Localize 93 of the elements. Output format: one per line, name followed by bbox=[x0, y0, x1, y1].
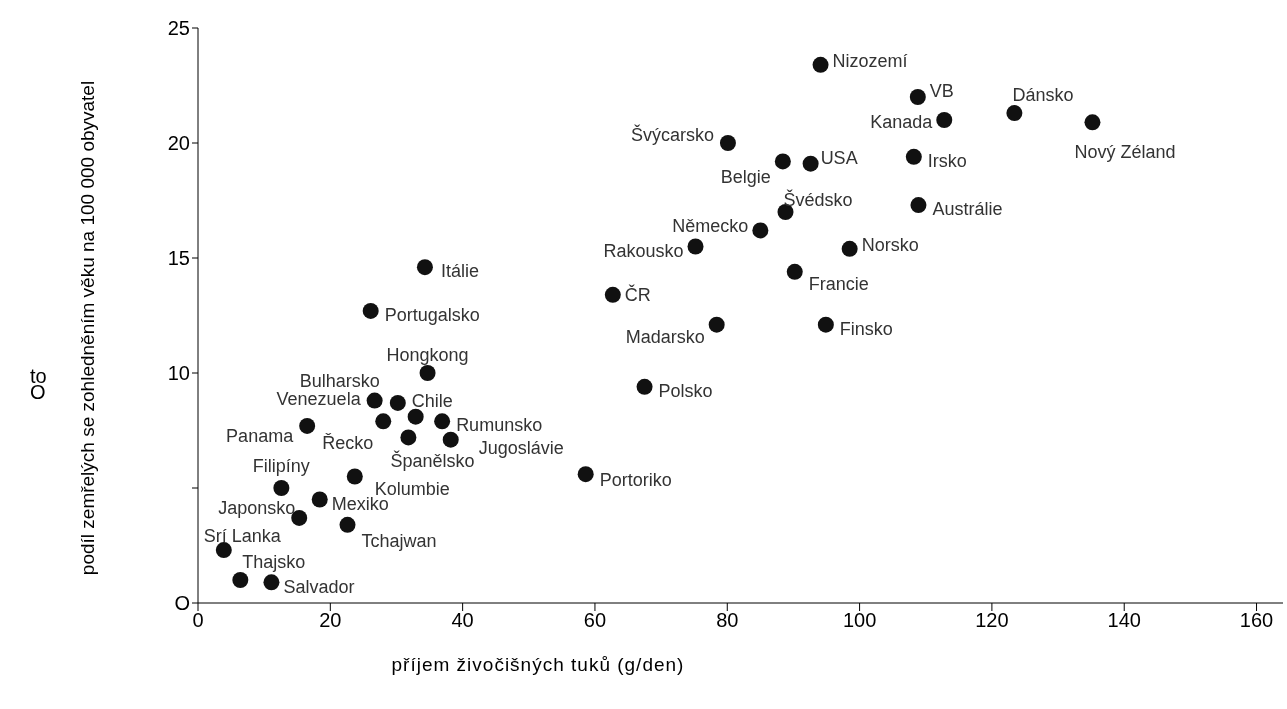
point bbox=[263, 574, 280, 591]
point bbox=[299, 417, 316, 434]
annotation: Hongkong bbox=[386, 345, 469, 365]
y-tick-label: 15 bbox=[167, 247, 190, 270]
annotation: Švýcarsko bbox=[630, 124, 714, 145]
point bbox=[273, 480, 290, 496]
y-tick-label: O bbox=[174, 592, 190, 615]
annotation: USA bbox=[820, 147, 858, 168]
x-tick-label: 140 bbox=[1107, 609, 1141, 632]
point bbox=[817, 316, 834, 333]
annotation: Norsko bbox=[861, 234, 919, 255]
annotation: Salvador bbox=[283, 577, 355, 598]
annotation: Bulharsko bbox=[299, 370, 380, 391]
point bbox=[442, 431, 459, 448]
annotation: Portugalsko bbox=[384, 304, 480, 325]
point bbox=[400, 429, 417, 446]
point bbox=[636, 378, 653, 395]
point bbox=[777, 204, 794, 220]
annotation: Madarsko bbox=[625, 326, 705, 347]
point bbox=[786, 263, 803, 280]
point bbox=[802, 155, 819, 172]
point bbox=[419, 365, 436, 381]
x-tick-label: 120 bbox=[975, 609, 1009, 632]
annotation: Francie bbox=[808, 273, 869, 294]
x-tick-label: 80 bbox=[716, 609, 739, 632]
annotation: Rumunsko bbox=[456, 415, 543, 436]
annotation: Nový Zéland bbox=[1074, 142, 1176, 163]
point bbox=[1006, 105, 1023, 122]
point bbox=[841, 240, 858, 257]
annotation: Kolumbie bbox=[374, 478, 450, 499]
point bbox=[604, 286, 621, 303]
annotation: Řecko bbox=[322, 433, 374, 454]
point bbox=[407, 408, 424, 425]
point bbox=[339, 516, 356, 533]
point bbox=[577, 466, 594, 483]
point bbox=[936, 112, 953, 128]
annotation: Německo bbox=[672, 216, 749, 237]
annotation: Tchajwan bbox=[361, 530, 437, 551]
annotation: Jugoslávie bbox=[478, 437, 564, 458]
annotation: Švédsko bbox=[783, 189, 853, 210]
point bbox=[752, 222, 769, 239]
point bbox=[389, 394, 406, 411]
point bbox=[434, 413, 451, 430]
point bbox=[910, 197, 927, 214]
point bbox=[346, 468, 363, 485]
annotation: Srí Lanka bbox=[203, 526, 282, 547]
point bbox=[311, 491, 328, 508]
annotation: Thajsko bbox=[242, 552, 306, 572]
x-tick-label: 100 bbox=[842, 609, 877, 632]
annotation: Filipíny bbox=[252, 456, 310, 476]
y-axis-title: podíl zemřelých se zohledněním věku na 100 000 obyvatel bbox=[77, 80, 99, 576]
annotation: Japonsko bbox=[218, 497, 296, 518]
annotation: Portoriko bbox=[599, 470, 672, 491]
x-tick-label: 160 bbox=[1239, 609, 1274, 632]
point bbox=[909, 89, 926, 105]
annotation: Polsko bbox=[658, 380, 713, 401]
annotation: Venezuela bbox=[276, 388, 362, 409]
annotation: Nizozemí bbox=[832, 50, 908, 71]
point bbox=[687, 238, 704, 255]
annotation: VB bbox=[929, 81, 954, 101]
point bbox=[708, 316, 725, 333]
annotation: ČR bbox=[624, 283, 651, 305]
annotation: Rakousko bbox=[603, 240, 684, 261]
y-tick-label: 10 bbox=[167, 362, 190, 385]
point bbox=[1084, 114, 1101, 131]
x-tick-label: 60 bbox=[583, 609, 607, 632]
point bbox=[719, 135, 736, 151]
point bbox=[366, 392, 383, 409]
annotation: Belgie bbox=[720, 167, 771, 188]
x-axis-title: příjem živočišných tuků (g/den) bbox=[390, 654, 686, 676]
annotation: Chile bbox=[411, 390, 453, 411]
y-tick-label: 20 bbox=[167, 132, 190, 155]
point bbox=[362, 302, 379, 319]
annotation: Dánsko bbox=[1012, 85, 1074, 106]
annotation: Finsko bbox=[839, 318, 893, 339]
text: to O bbox=[30, 365, 48, 403]
point bbox=[812, 56, 829, 73]
annotation: Itálie bbox=[440, 261, 479, 282]
annotation: Austrálie bbox=[932, 199, 1003, 220]
annotation: Panama bbox=[226, 425, 295, 446]
point bbox=[416, 259, 433, 276]
x-tick-label: 40 bbox=[451, 609, 474, 632]
annotation: Španělsko bbox=[390, 450, 475, 472]
point bbox=[774, 153, 791, 170]
point bbox=[215, 542, 232, 559]
point bbox=[232, 572, 249, 588]
x-tick-label: 0 bbox=[192, 609, 204, 632]
point bbox=[375, 413, 392, 430]
y-tick-label: 25 bbox=[167, 17, 190, 40]
annotation: Irsko bbox=[927, 150, 967, 171]
point bbox=[905, 148, 922, 165]
annotation: Kanada bbox=[870, 112, 934, 132]
x-tick-label: 20 bbox=[319, 609, 342, 632]
